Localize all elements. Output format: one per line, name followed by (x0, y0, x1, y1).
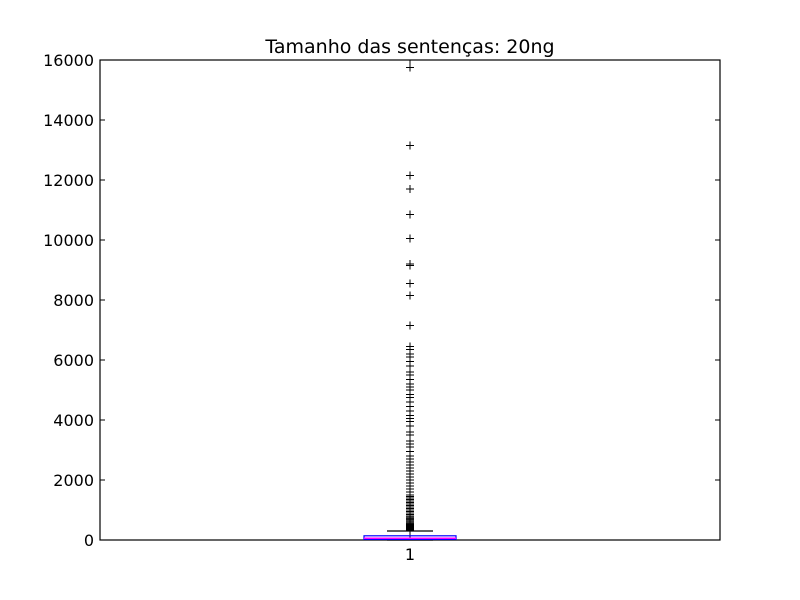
y-tick-label: 10000 (43, 231, 94, 250)
outlier-point (406, 291, 414, 300)
outlier-point (406, 260, 414, 268)
outlier-point (406, 171, 414, 180)
outlier-point (406, 321, 414, 330)
outliers (406, 63, 414, 535)
y-tick-label: 16000 (43, 51, 94, 70)
y-tick-label: 2000 (53, 471, 94, 490)
y-tick-label: 4000 (53, 411, 94, 430)
y-tick-label: 0 (84, 531, 94, 550)
outlier-point (406, 210, 414, 219)
chart-title: Tamanho das sentenças: 20ng (264, 36, 554, 58)
y-tick-label: 14000 (43, 111, 94, 130)
outlier-point (406, 141, 414, 150)
outlier-point (406, 185, 414, 193)
y-tick-label: 8000 (53, 291, 94, 310)
y-tick-label: 6000 (53, 351, 94, 370)
x-tick-label: 1 (405, 545, 415, 564)
outlier-point (406, 279, 414, 288)
outlier-point (406, 342, 414, 351)
y-tick-label: 12000 (43, 171, 94, 190)
outlier-point (406, 234, 414, 243)
outlier-point (406, 63, 414, 72)
y-axis: 0 2000 4000 6000 8000 10000 12000 14000 16000 (43, 51, 720, 550)
